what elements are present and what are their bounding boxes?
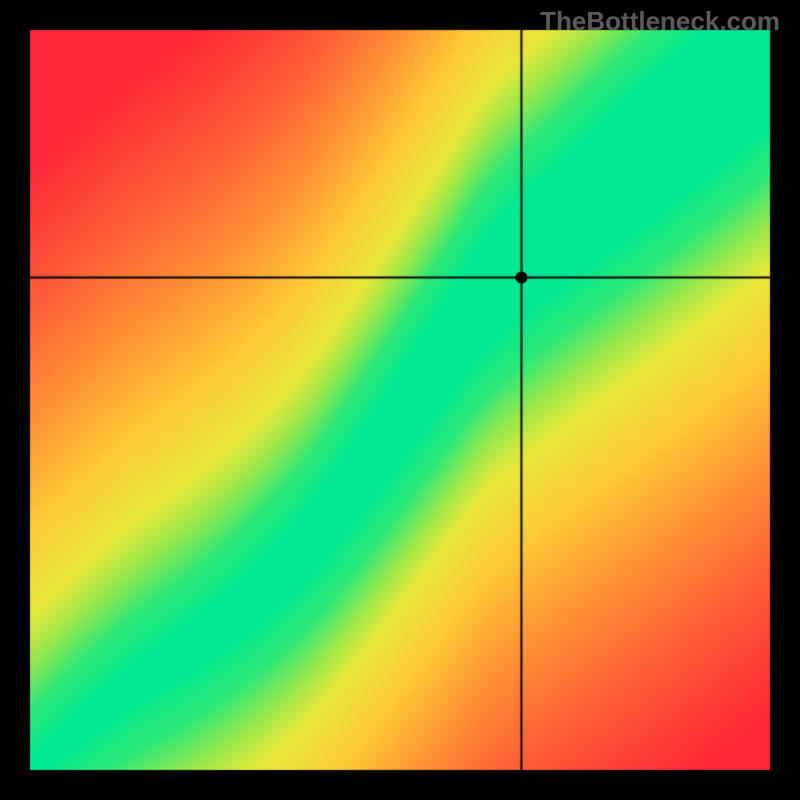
bottleneck-heatmap [0,0,800,800]
watermark-text: TheBottleneck.com [540,6,780,37]
